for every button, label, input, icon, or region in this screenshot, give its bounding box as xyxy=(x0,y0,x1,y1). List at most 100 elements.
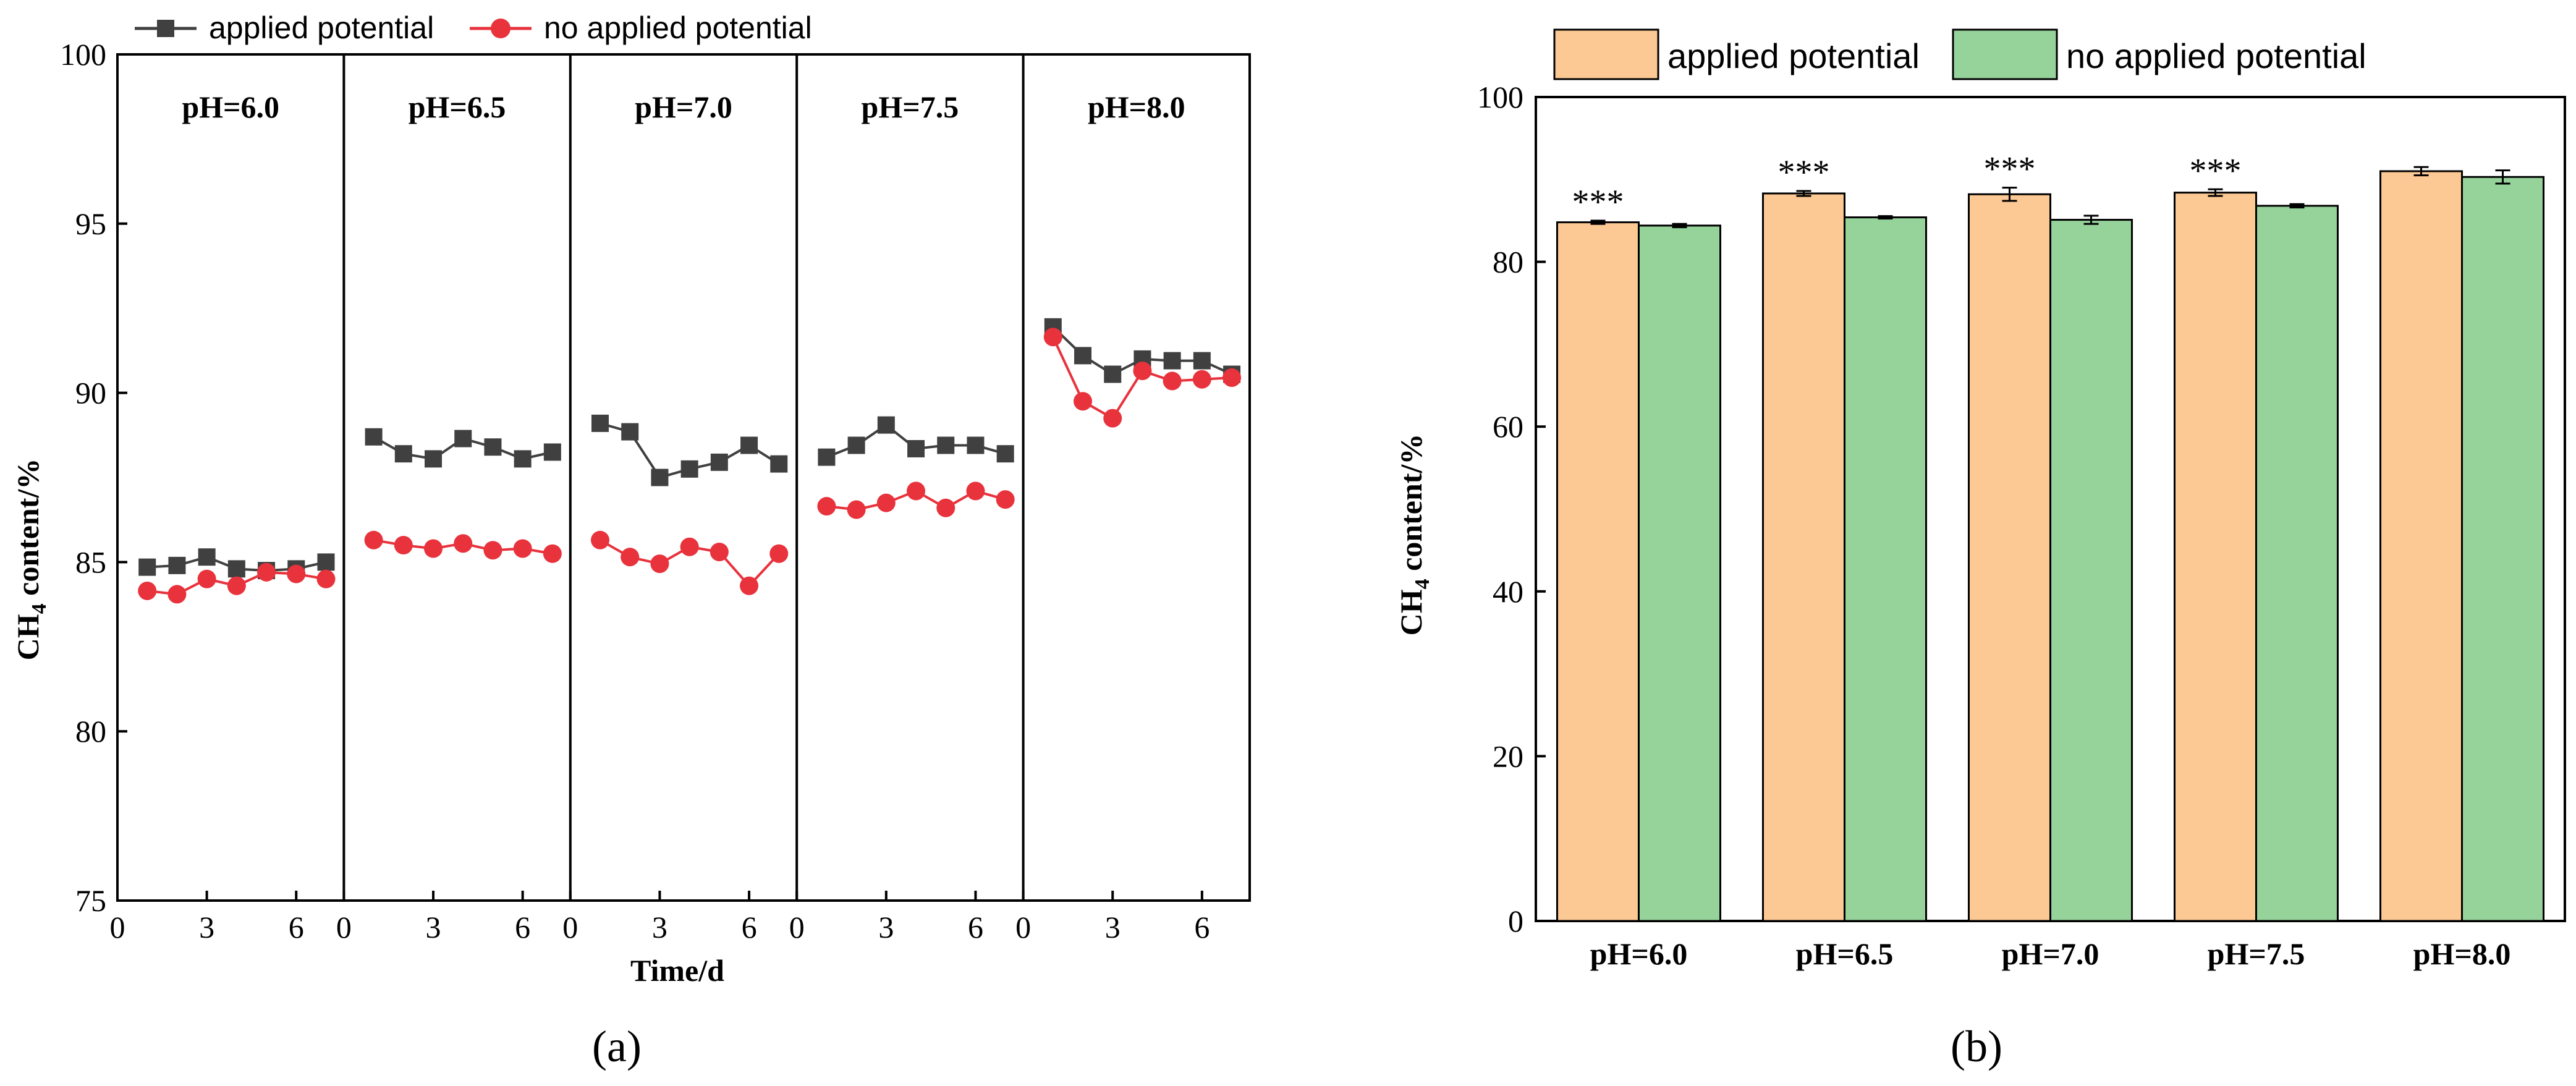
applied-data-point xyxy=(1074,347,1092,365)
panel-a-y-tick-label: 85 xyxy=(75,545,106,579)
no-applied-bar xyxy=(1638,224,1721,922)
significance-annotation: *** xyxy=(1984,150,2036,189)
no-applied-data-point xyxy=(847,500,866,519)
panel-a-y-tick-label: 95 xyxy=(75,206,106,241)
applied-data-point xyxy=(907,439,925,457)
no-applied-data-point xyxy=(364,530,383,549)
legend-applied-square-marker xyxy=(157,20,174,37)
panel-a-y-axis-label: CH4 content/% xyxy=(11,459,51,661)
no-applied-data-point xyxy=(1163,371,1182,391)
no-applied-data-point xyxy=(1103,409,1122,428)
applied-data-point xyxy=(1193,352,1211,370)
panel-a-group-label: pH=6.0 xyxy=(182,90,279,124)
no-applied-bar xyxy=(2049,219,2133,922)
panel-b-legend: applied potential no applied potential xyxy=(1553,28,2366,80)
no-applied-data-point xyxy=(138,581,157,600)
panel-b-y-tick-label: 0 xyxy=(1508,904,1523,938)
legend-applied-bar-label: applied potential xyxy=(1667,36,1920,75)
panel-a-y-tick-label: 75 xyxy=(75,883,106,918)
applied-data-point xyxy=(394,445,412,463)
applied-data-point xyxy=(818,448,836,466)
no-applied-data-point xyxy=(513,539,532,558)
no-applied-data-point xyxy=(936,498,955,517)
applied-data-point xyxy=(847,436,865,454)
legend-applied-bar-swatch xyxy=(1553,28,1659,80)
applied-data-point xyxy=(710,453,728,471)
applied-bar xyxy=(1762,192,1845,922)
panel-b-y-tick-label: 40 xyxy=(1493,574,1523,609)
applied-data-point xyxy=(680,460,698,478)
applied-data-point xyxy=(454,430,472,448)
panel-b-y-tick-label: 80 xyxy=(1493,245,1523,279)
panel-b-y-tick-label: 60 xyxy=(1493,409,1523,444)
applied-data-point xyxy=(227,560,245,578)
panel-a-x-tick-label: 0 xyxy=(336,910,352,944)
no-applied-data-point xyxy=(1133,362,1152,381)
no-applied-data-point xyxy=(907,481,926,501)
applied-data-point xyxy=(168,556,186,574)
applied-bar xyxy=(2174,192,2257,922)
no-applied-data-point xyxy=(710,542,729,561)
significance-annotation: *** xyxy=(1778,153,1830,192)
no-applied-bar xyxy=(2255,205,2339,922)
no-applied-data-point xyxy=(424,539,443,558)
panel-a-group-label: pH=7.5 xyxy=(862,90,959,124)
panel-a-x-tick-label: 3 xyxy=(199,910,214,944)
panel-b-bar-chart: 0 20 40 60 80 100 pH=6.0 *** pH=6.5 *** pH=7.0 *** p… xyxy=(1394,28,2566,1071)
legend-no-applied-circle-marker xyxy=(491,19,511,38)
panel-a-caption: (a) xyxy=(592,1022,642,1071)
no-applied-bar xyxy=(2461,176,2544,922)
no-applied-data-point xyxy=(769,544,789,563)
no-applied-data-point xyxy=(257,562,276,582)
no-applied-data-point xyxy=(227,576,246,595)
no-applied-data-point xyxy=(1043,328,1062,347)
panel-a-group-label: pH=8.0 xyxy=(1088,90,1185,124)
panel-a-x-tick-label: 6 xyxy=(515,910,530,944)
panel-a-x-tick-label: 3 xyxy=(1105,910,1121,944)
panel-a-x-tick-label: 6 xyxy=(968,910,983,944)
no-applied-data-point xyxy=(740,576,759,595)
applied-data-point xyxy=(770,455,788,473)
applied-bar xyxy=(1556,221,1640,922)
legend-no-applied-bar-label: no applied potential xyxy=(2066,36,2366,75)
applied-data-point xyxy=(317,553,335,571)
applied-data-point xyxy=(651,469,669,486)
panel-a-x-tick-label: 6 xyxy=(742,910,757,944)
no-applied-data-point xyxy=(543,544,562,563)
no-applied-data-point xyxy=(1222,368,1242,387)
panel-a-line-chart: 75 80 85 90 95 100 pH=6.0 0 3 6 pH=6.5 0 3 6 pH=7.0 0 3 6… xyxy=(11,11,1251,1071)
legend-no-applied-label: no applied potential xyxy=(544,11,812,45)
panel-a-x-tick-label: 0 xyxy=(110,910,125,944)
no-applied-data-point xyxy=(394,536,413,555)
applied-bar xyxy=(2379,170,2463,922)
no-applied-data-point xyxy=(621,548,640,567)
applied-data-point xyxy=(484,438,502,456)
applied-data-point xyxy=(138,558,156,576)
no-applied-data-point xyxy=(591,530,610,549)
no-applied-data-point xyxy=(454,534,473,553)
significance-annotation: *** xyxy=(1572,183,1624,221)
panel-a-x-tick-label: 0 xyxy=(1015,910,1031,944)
panel-a-y-tick-label: 90 xyxy=(75,376,106,410)
applied-data-point xyxy=(1104,365,1122,383)
panel-b-category-label: pH=7.0 xyxy=(2002,936,2099,971)
panel-b-category-label: pH=6.5 xyxy=(1796,936,1894,971)
panel-b-category-label: pH=7.5 xyxy=(2208,936,2305,971)
applied-data-point xyxy=(514,450,532,468)
applied-data-point xyxy=(365,428,383,446)
legend-applied-label: applied potential xyxy=(209,11,434,45)
panel-a-legend: applied potential no applied potential xyxy=(135,11,812,45)
panel-a-group-label: pH=6.5 xyxy=(409,90,506,124)
no-applied-data-point xyxy=(996,490,1015,509)
panel-b-category-label: pH=6.0 xyxy=(1590,936,1688,971)
no-applied-data-point xyxy=(287,564,306,583)
no-applied-bar xyxy=(1844,216,1927,922)
applied-data-point xyxy=(937,436,955,454)
applied-data-point xyxy=(740,436,758,454)
applied-data-point xyxy=(1163,352,1181,370)
no-applied-data-point xyxy=(966,481,985,501)
panel-a-x-tick-label: 3 xyxy=(426,910,441,944)
panel-a-y-tick-label: 100 xyxy=(60,37,106,72)
panel-a-x-tick-label: 6 xyxy=(1194,910,1210,944)
